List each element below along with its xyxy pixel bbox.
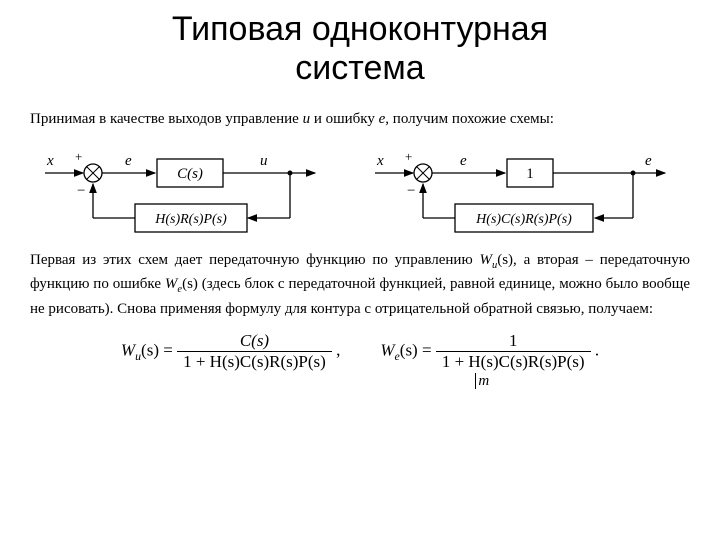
e-label: e xyxy=(460,153,467,169)
forward-block-label: 1 xyxy=(526,166,534,182)
explanation-paragraph: Первая из этих схем дает передаточную фу… xyxy=(30,249,690,321)
lhs: W xyxy=(380,340,394,359)
u-label: u xyxy=(260,153,268,169)
title-line-1: Типовая одноконтурная xyxy=(172,10,548,48)
numerator: 1 xyxy=(509,331,518,350)
comma: , xyxy=(336,340,340,359)
formulas-row: Wu(s) = C(s) 1 + H(s)C(s)R(s)P(s) , We(s… xyxy=(0,331,720,372)
fraction: 1 1 + H(s)C(s)R(s)P(s) xyxy=(436,331,591,372)
formula-we: We(s) = 1 1 + H(s)C(s)R(s)P(s) . m xyxy=(380,331,599,372)
out-label: e xyxy=(645,153,652,169)
cursor-char: m xyxy=(478,373,489,389)
plus-label: + xyxy=(405,149,412,164)
denominator: 1 + H(s)C(s)R(s)P(s) xyxy=(442,352,585,371)
denominator: 1 + H(s)C(s)R(s)P(s) xyxy=(183,352,326,371)
minus-label: − xyxy=(77,183,85,199)
lhs: W xyxy=(121,340,135,359)
block-diagrams-row: x + − e C(s) u H(s)R(s)P(s) x xyxy=(30,143,690,243)
formula-wu: Wu(s) = C(s) 1 + H(s)C(s)R(s)P(s) , xyxy=(121,331,340,372)
text: , получим похожие схемы: xyxy=(385,111,554,127)
numerator: C(s) xyxy=(240,331,269,350)
page-title: Типовая одноконтурная система xyxy=(0,10,720,88)
var-wu-arg: (s) xyxy=(497,252,513,268)
cursor-mark: m xyxy=(475,373,489,390)
block-diagram-left: x + − e C(s) u H(s)R(s)P(s) xyxy=(35,143,355,243)
lhs-arg: (s) = xyxy=(141,340,173,359)
text: Принимая в качестве выходов управление xyxy=(30,111,303,127)
var-we: W xyxy=(165,276,178,292)
block-diagram-right: x + − e 1 e H(s)C(s)R(s)P(s) xyxy=(365,143,685,243)
var-u: u xyxy=(303,111,311,127)
text: и ошибку xyxy=(310,111,379,127)
forward-block-label: C(s) xyxy=(177,166,203,182)
minus-label: − xyxy=(407,183,415,199)
period: . xyxy=(595,340,599,359)
fraction: C(s) 1 + H(s)C(s)R(s)P(s) xyxy=(177,331,332,372)
feedback-block-label: H(s)R(s)P(s) xyxy=(154,212,227,227)
x-label: x xyxy=(376,153,384,169)
plus-label: + xyxy=(75,149,82,164)
var-wu: W xyxy=(479,252,492,268)
var-we-arg: (s) xyxy=(182,276,198,292)
e-label: e xyxy=(125,153,132,169)
feedback-block-label: H(s)C(s)R(s)P(s) xyxy=(475,212,572,227)
intro-paragraph: Принимая в качестве выходов управление u… xyxy=(30,108,690,131)
x-label: x xyxy=(46,153,54,169)
lhs-arg: (s) = xyxy=(400,340,432,359)
text: Первая из этих схем дает передаточную фу… xyxy=(30,252,479,268)
title-line-2: система xyxy=(295,49,424,87)
